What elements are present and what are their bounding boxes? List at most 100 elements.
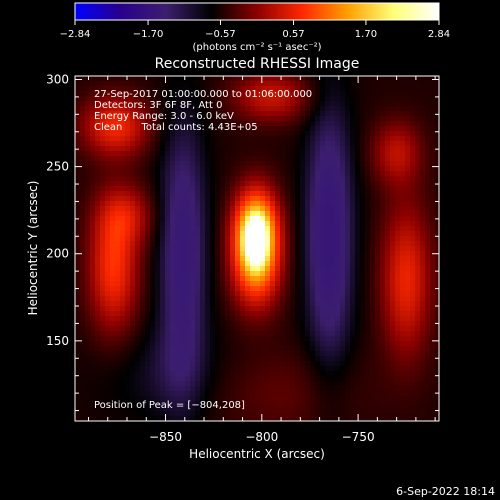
- heatmap-cell: [325, 241, 331, 247]
- heatmap-cell: [205, 121, 211, 127]
- heatmap-cell: [155, 181, 161, 187]
- heatmap-cell: [380, 241, 386, 247]
- heatmap-cell: [435, 386, 439, 392]
- heatmap-cell: [205, 91, 211, 97]
- heatmap-cell: [120, 201, 126, 207]
- heatmap-cell: [140, 371, 146, 377]
- heatmap-cell: [115, 151, 121, 157]
- heatmap-cell: [335, 171, 341, 177]
- heatmap-cell: [405, 391, 411, 397]
- heatmap-cell: [125, 106, 131, 112]
- heatmap-cell: [185, 166, 191, 172]
- heatmap-cell: [145, 391, 151, 397]
- heatmap-cell: [300, 211, 306, 217]
- heatmap-cell: [110, 166, 116, 172]
- heatmap-cell: [405, 156, 411, 162]
- heatmap-cell: [365, 366, 371, 372]
- heatmap-cell: [300, 221, 306, 227]
- heatmap-cell: [265, 166, 271, 172]
- heatmap-cell: [355, 91, 361, 97]
- heatmap-cell: [265, 366, 271, 372]
- heatmap-cell: [220, 291, 226, 297]
- heatmap-cell: [350, 171, 356, 177]
- heatmap-cell: [240, 246, 246, 252]
- heatmap-cell: [410, 331, 416, 337]
- heatmap-cell: [215, 231, 221, 237]
- heatmap-cell: [305, 106, 311, 112]
- heatmap-cell: [185, 371, 191, 377]
- heatmap-cell: [135, 146, 141, 152]
- heatmap-cell: [415, 301, 421, 307]
- heatmap-cell: [320, 311, 326, 317]
- heatmap-cell: [145, 231, 151, 237]
- heatmap-cell: [230, 296, 236, 302]
- heatmap-cell: [110, 186, 116, 192]
- heatmap-cell: [135, 241, 141, 247]
- heatmap-cell: [260, 201, 266, 207]
- heatmap-cell: [140, 206, 146, 212]
- heatmap-cell: [155, 266, 161, 272]
- heatmap-cell: [400, 251, 406, 257]
- heatmap-cell: [405, 251, 411, 257]
- heatmap-cell: [175, 211, 181, 217]
- heatmap-cell: [420, 266, 426, 272]
- heatmap-cell: [245, 151, 251, 157]
- heatmap-cell: [340, 126, 346, 132]
- heatmap-cell: [130, 401, 136, 407]
- heatmap-cell: [130, 291, 136, 297]
- heatmap-cell: [275, 91, 281, 97]
- heatmap-cell: [170, 176, 176, 182]
- heatmap-cell: [195, 366, 201, 372]
- heatmap-cell: [375, 306, 381, 312]
- heatmap-cell: [290, 76, 296, 82]
- heatmap-cell: [290, 146, 296, 152]
- heatmap-cell: [185, 391, 191, 397]
- heatmap-cell: [395, 191, 401, 197]
- heatmap-cell: [120, 121, 126, 127]
- heatmap-cell: [175, 241, 181, 247]
- heatmap-cell: [375, 151, 381, 157]
- heatmap-cell: [215, 281, 221, 287]
- heatmap-cell: [155, 106, 161, 112]
- heatmap-cell: [340, 191, 346, 197]
- heatmap-cell: [200, 161, 206, 167]
- heatmap-cell: [350, 161, 356, 167]
- heatmap-cell: [275, 146, 281, 152]
- heatmap-cell: [250, 106, 256, 112]
- heatmap-cell: [295, 391, 301, 397]
- heatmap-cell: [380, 321, 386, 327]
- heatmap-cell: [330, 131, 336, 137]
- heatmap-cell: [265, 211, 271, 217]
- heatmap-cell: [330, 126, 336, 132]
- heatmap-cell: [160, 101, 166, 107]
- heatmap-cell: [310, 221, 316, 227]
- heatmap-cell: [120, 241, 126, 247]
- heatmap-cell: [315, 176, 321, 182]
- heatmap-cell: [90, 391, 96, 397]
- heatmap-cell: [330, 216, 336, 222]
- heatmap-cell: [370, 126, 376, 132]
- heatmap-cell: [135, 106, 141, 112]
- heatmap-cell: [150, 286, 156, 292]
- heatmap-cell: [150, 346, 156, 352]
- heatmap-cell: [210, 221, 216, 227]
- heatmap-cell: [335, 361, 341, 367]
- heatmap-cell: [200, 316, 206, 322]
- heatmap-cell: [425, 111, 431, 117]
- heatmap-cell: [165, 296, 171, 302]
- heatmap-cell: [415, 191, 421, 197]
- heatmap-cell: [80, 81, 86, 87]
- heatmap-cell: [90, 186, 96, 192]
- heatmap-cell: [360, 186, 366, 192]
- heatmap-cell: [200, 106, 206, 112]
- heatmap-cell: [165, 306, 171, 312]
- heatmap-cell: [165, 281, 171, 287]
- heatmap-cell: [395, 161, 401, 167]
- heatmap-cell: [395, 321, 401, 327]
- heatmap-cell: [180, 81, 186, 87]
- heatmap-cell: [145, 286, 151, 292]
- heatmap-cell: [205, 156, 211, 162]
- heatmap-cell: [310, 356, 316, 362]
- heatmap-cell: [265, 251, 271, 257]
- heatmap-cell: [280, 176, 286, 182]
